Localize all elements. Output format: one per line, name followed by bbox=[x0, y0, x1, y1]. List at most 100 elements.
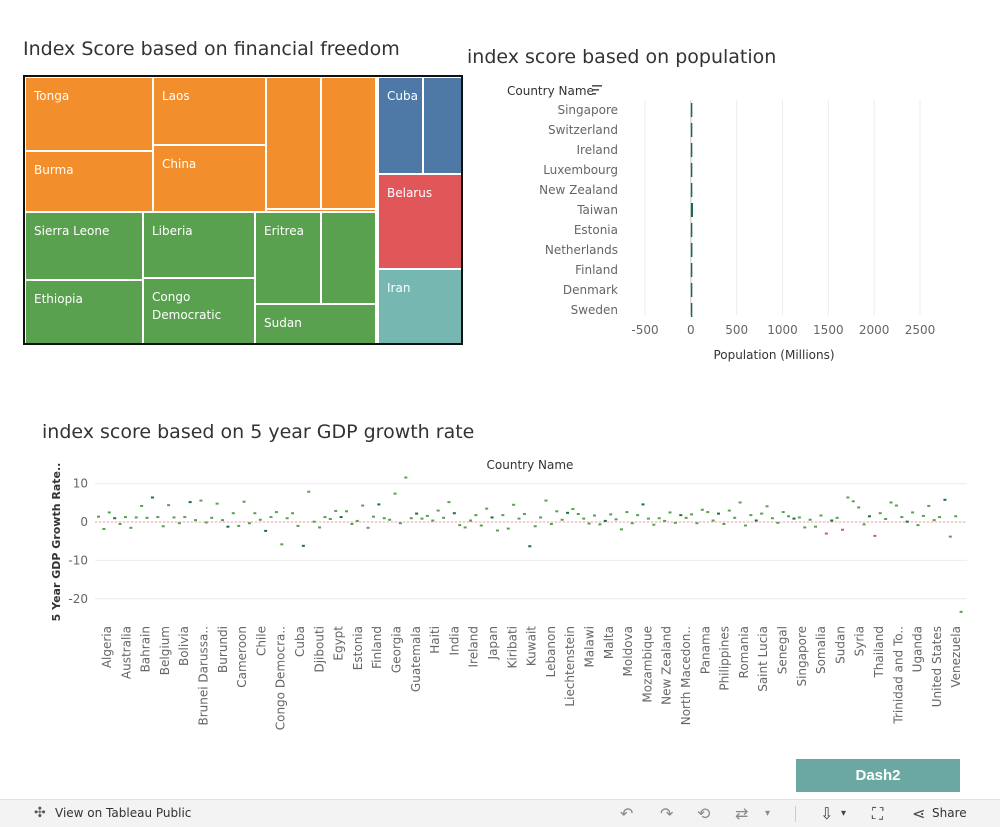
population-bar[interactable] bbox=[690, 303, 693, 317]
gdp-mark[interactable] bbox=[194, 519, 198, 522]
gdp-mark[interactable] bbox=[479, 524, 483, 527]
gdp-mark[interactable] bbox=[814, 525, 818, 528]
treemap-cell-congo-democratic[interactable]: Congo Democratic bbox=[143, 278, 255, 343]
treemap-cell-orange-1[interactable] bbox=[266, 77, 321, 209]
gdp-mark[interactable] bbox=[921, 514, 925, 517]
treemap-cell-orange-2[interactable] bbox=[321, 77, 376, 209]
gdp-mark[interactable] bbox=[274, 511, 278, 514]
gdp-mark[interactable] bbox=[733, 516, 737, 519]
gdp-mark[interactable] bbox=[603, 519, 607, 522]
gdp-mark[interactable] bbox=[544, 499, 548, 502]
gdp-mark[interactable] bbox=[134, 516, 138, 519]
view-on-tableau-link[interactable]: View on Tableau Public bbox=[55, 806, 192, 820]
population-bar[interactable] bbox=[690, 263, 693, 277]
gdp-mark[interactable] bbox=[221, 519, 224, 522]
gdp-mark[interactable] bbox=[646, 517, 650, 520]
gdp-mark[interactable] bbox=[506, 527, 510, 530]
gdp-mark[interactable] bbox=[215, 502, 219, 505]
gdp-mark[interactable] bbox=[490, 516, 494, 519]
gdp-mark[interactable] bbox=[533, 525, 537, 528]
gdp-mark[interactable] bbox=[452, 512, 456, 515]
gdp-mark[interactable] bbox=[301, 544, 305, 547]
gdp-mark[interactable] bbox=[717, 512, 720, 515]
treemap-cell-laos[interactable]: Laos bbox=[153, 77, 266, 145]
population-bar[interactable] bbox=[690, 223, 693, 237]
gdp-mark[interactable] bbox=[145, 516, 149, 519]
gdp-mark[interactable] bbox=[458, 524, 462, 527]
population-bar[interactable] bbox=[690, 203, 693, 217]
gdp-mark[interactable] bbox=[345, 510, 348, 513]
population-bar[interactable] bbox=[690, 183, 693, 197]
gdp-mark[interactable] bbox=[943, 498, 947, 501]
gdp-mark[interactable] bbox=[485, 507, 489, 510]
treemap-cell-eritrea[interactable]: Eritrea bbox=[255, 212, 321, 304]
gdp-mark[interactable] bbox=[334, 509, 338, 512]
undo-icon[interactable]: ↶ bbox=[620, 804, 634, 823]
gdp-mark[interactable] bbox=[560, 518, 564, 521]
gdp-mark[interactable] bbox=[754, 519, 758, 522]
gdp-mark[interactable] bbox=[107, 511, 111, 514]
gdp-mark[interactable] bbox=[420, 517, 424, 520]
gdp-mark[interactable] bbox=[873, 534, 877, 537]
gdp-mark[interactable] bbox=[355, 519, 359, 522]
gdp-mark[interactable] bbox=[851, 500, 855, 503]
gdp-mark[interactable] bbox=[150, 496, 154, 499]
gdp-mark[interactable] bbox=[264, 529, 268, 532]
gdp-mark[interactable] bbox=[339, 516, 343, 519]
gdp-mark[interactable] bbox=[382, 517, 386, 520]
revert-icon[interactable]: ⟲ bbox=[697, 804, 711, 823]
gdp-mark[interactable] bbox=[673, 521, 677, 524]
gdp-mark[interactable] bbox=[501, 514, 505, 517]
treemap-cell-cuba[interactable]: Cuba bbox=[378, 77, 423, 174]
gdp-mark[interactable] bbox=[862, 523, 866, 526]
gdp-mark[interactable] bbox=[652, 523, 656, 526]
gdp-mark[interactable] bbox=[593, 514, 596, 517]
treemap-cell-sierra-leone[interactable]: Sierra Leone bbox=[25, 212, 143, 280]
gdp-mark[interactable] bbox=[161, 525, 165, 528]
gdp-mark[interactable] bbox=[889, 501, 893, 504]
gdp-mark[interactable] bbox=[841, 528, 844, 531]
gdp-mark[interactable] bbox=[156, 516, 160, 519]
gdp-mark[interactable] bbox=[959, 610, 963, 613]
treemap-cell-ethiopia[interactable]: Ethiopia bbox=[25, 280, 143, 343]
gdp-mark[interactable] bbox=[463, 526, 467, 529]
gdp-mark[interactable] bbox=[425, 514, 429, 517]
gdp-mark[interactable] bbox=[97, 515, 100, 518]
treemap-cell-sudan[interactable]: Sudan bbox=[255, 304, 376, 343]
gdp-mark[interactable] bbox=[770, 517, 774, 520]
gdp-mark[interactable] bbox=[398, 522, 402, 525]
download-dropdown-icon[interactable]: ▾ bbox=[841, 808, 847, 819]
gdp-mark[interactable] bbox=[431, 519, 435, 522]
treemap-cell-china[interactable]: China bbox=[153, 145, 266, 212]
gdp-mark[interactable] bbox=[911, 511, 915, 514]
gdp-mark[interactable] bbox=[787, 515, 791, 518]
gdp-mark[interactable] bbox=[118, 522, 122, 525]
gdp-mark[interactable] bbox=[226, 525, 230, 528]
gdp-mark[interactable] bbox=[857, 506, 861, 509]
gdp-mark[interactable] bbox=[884, 517, 888, 520]
treemap-cell-blue-1[interactable] bbox=[423, 77, 461, 174]
gdp-mark[interactable] bbox=[188, 501, 192, 504]
population-bar[interactable] bbox=[690, 243, 693, 257]
gdp-mark[interactable] bbox=[404, 476, 408, 479]
gdp-mark[interactable] bbox=[323, 516, 327, 519]
treemap-cell-belarus[interactable]: Belarus bbox=[378, 174, 461, 269]
treemap-cell-tonga[interactable]: Tonga bbox=[25, 77, 153, 151]
gdp-mark[interactable] bbox=[835, 516, 839, 519]
gdp-mark[interactable] bbox=[808, 518, 812, 521]
population-bar[interactable] bbox=[690, 283, 693, 297]
gdp-mark[interactable] bbox=[619, 528, 623, 531]
gdp-mark[interactable] bbox=[641, 503, 645, 506]
gdp-mark[interactable] bbox=[172, 516, 176, 519]
fullscreen-icon[interactable]: ⛶ bbox=[872, 804, 884, 823]
share-icon[interactable]: ⋖ bbox=[912, 804, 926, 823]
gdp-mark[interactable] bbox=[657, 517, 661, 520]
gdp-mark[interactable] bbox=[738, 501, 742, 504]
gdp-mark[interactable] bbox=[258, 518, 262, 521]
gdp-mark[interactable] bbox=[199, 499, 203, 502]
population-bar[interactable] bbox=[690, 123, 693, 137]
gdp-mark[interactable] bbox=[571, 508, 575, 511]
gdp-mark[interactable] bbox=[894, 504, 898, 507]
gdp-mark[interactable] bbox=[247, 522, 251, 525]
gdp-mark[interactable] bbox=[177, 522, 181, 525]
